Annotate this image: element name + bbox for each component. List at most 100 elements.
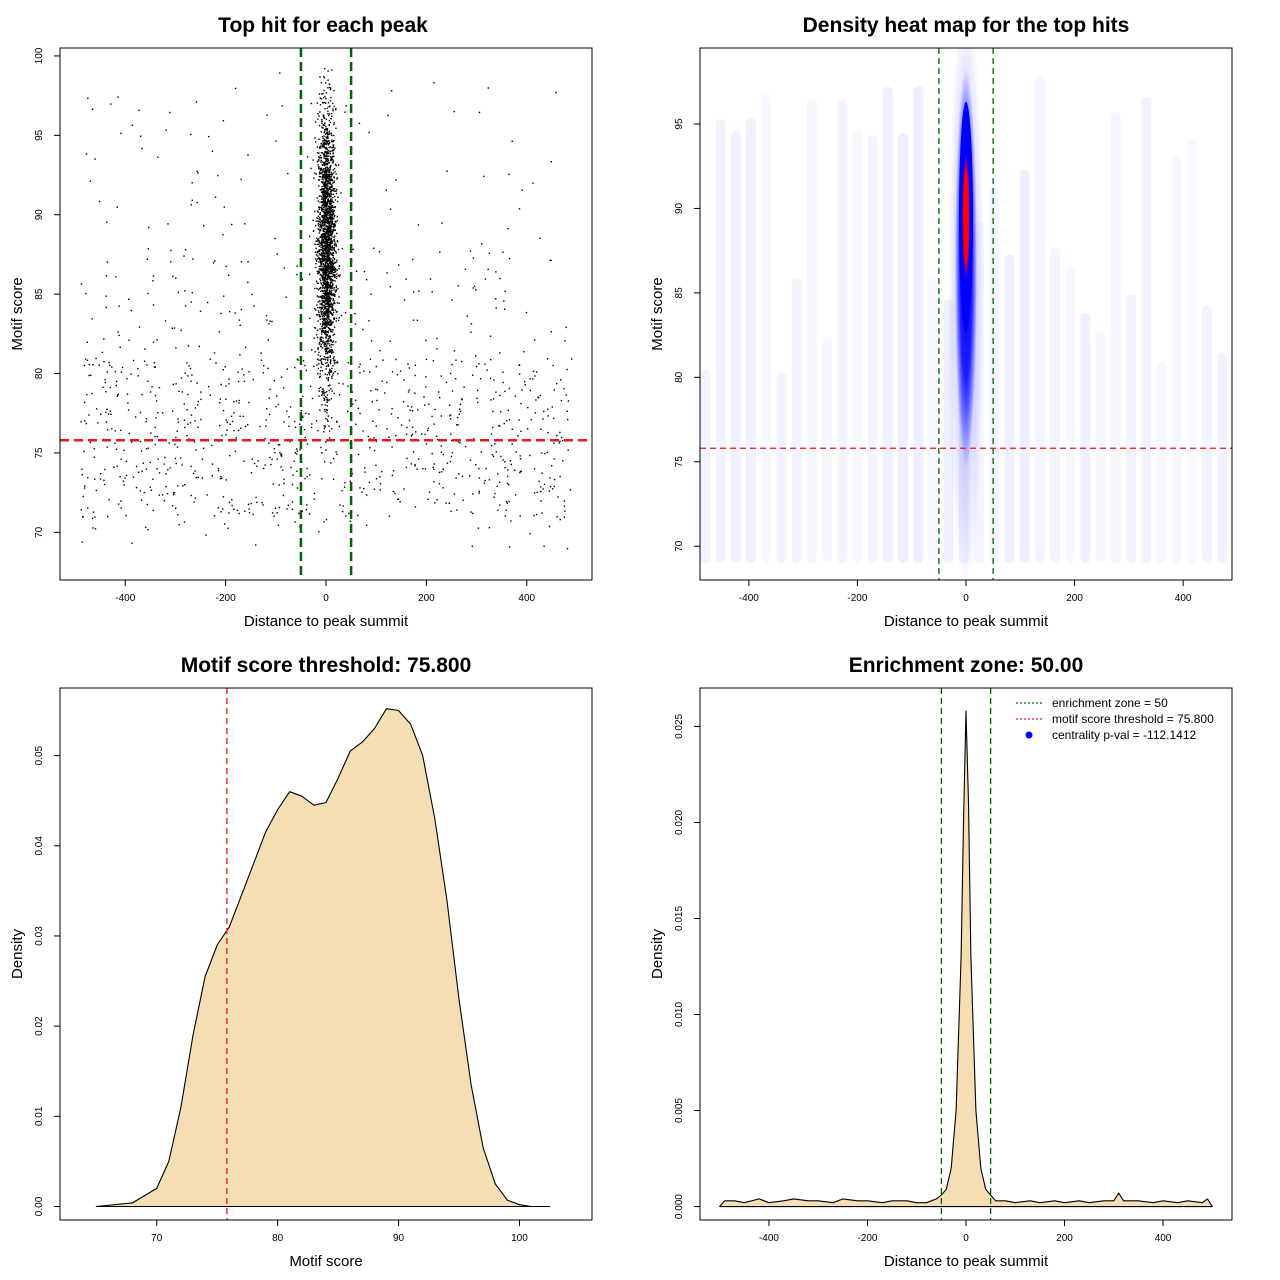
scatter-point [327, 252, 329, 254]
scatter-point [332, 273, 334, 275]
scatter-point [328, 296, 331, 298]
scatter-point [330, 321, 333, 323]
scatter-point [323, 270, 325, 273]
scatter-point [103, 483, 106, 486]
scatter-point [154, 394, 157, 397]
scatter-point [173, 491, 175, 494]
scatter-point [326, 289, 329, 292]
scatter-point [329, 222, 331, 225]
scatter-point [331, 245, 333, 247]
scatter-point [322, 258, 324, 261]
scatter-point [510, 463, 512, 466]
scatter-point [316, 336, 319, 339]
scatter-point [149, 461, 151, 464]
scatter-point [172, 383, 174, 386]
scatter-point [321, 313, 323, 315]
scatter-point [330, 157, 332, 160]
scatter-point [391, 407, 393, 410]
scatter-point [326, 192, 328, 194]
scatter-point [320, 191, 323, 193]
scatter-point [511, 443, 513, 445]
scatter-point [191, 199, 193, 201]
scatter-point [566, 368, 568, 371]
scatter-point [328, 83, 331, 85]
scatter-point [333, 266, 336, 268]
scatter-point [120, 429, 122, 432]
scatter-point [457, 441, 460, 443]
scatter-point [274, 452, 276, 454]
scatter-point [247, 281, 249, 284]
scatter-point [247, 154, 249, 156]
scatter-point [322, 193, 324, 196]
scatter-point [327, 420, 329, 422]
scatter-point [323, 269, 325, 272]
scatter-point [127, 409, 130, 411]
scatter-point [331, 428, 333, 430]
scatter-point [327, 331, 329, 334]
scatter-point [319, 338, 321, 341]
scatter-point [491, 444, 493, 447]
scatter-point [331, 417, 333, 419]
scatter-point [326, 236, 328, 238]
scatter-point [331, 260, 334, 263]
scatter-point [132, 359, 135, 362]
scatter-point [326, 288, 328, 290]
scatter-point [81, 468, 83, 470]
scatter-point [145, 526, 147, 529]
scatter-point [316, 270, 318, 273]
scatter-point [147, 248, 149, 250]
scatter-point [424, 468, 427, 470]
scatter-point [327, 297, 329, 299]
heatmap-streak [1156, 362, 1166, 563]
scatter-point [329, 195, 331, 198]
scatter-point [323, 204, 325, 207]
scatter-point [325, 308, 328, 311]
scatter-point [317, 255, 319, 257]
scatter-point [327, 263, 329, 265]
scatter-point [324, 235, 327, 238]
scatter-point [432, 360, 435, 362]
scatter-point [559, 475, 561, 478]
scatter-point [322, 260, 324, 262]
scatter-point [329, 169, 331, 172]
scatter-point [492, 398, 495, 400]
scatter-point [175, 436, 177, 439]
scatter-point [325, 238, 328, 240]
scatter-point [564, 510, 566, 512]
scatter-point [116, 465, 118, 467]
scatter-point [325, 245, 328, 247]
scatter-point [326, 151, 328, 154]
scatter-point [323, 212, 326, 214]
scatter-point [318, 208, 321, 211]
scatter-point [336, 240, 339, 242]
scatter-point [221, 434, 223, 437]
scatter-point [328, 180, 330, 182]
scatter-point [456, 416, 459, 419]
scatter-point [327, 281, 330, 284]
scatter-point [324, 426, 326, 428]
scatter-point [122, 480, 125, 482]
scatter-point [459, 408, 461, 410]
scatter-point [406, 426, 408, 429]
scatter-point [280, 453, 282, 455]
scatter-points [80, 67, 573, 550]
scatter-point [281, 105, 283, 107]
scatter-point [342, 383, 344, 385]
scatter-point [323, 427, 326, 430]
scatter-point [334, 188, 336, 190]
scatter-point [157, 412, 159, 414]
scatter-point [367, 435, 369, 438]
scatter-point [324, 272, 326, 274]
scatter-point [228, 274, 230, 276]
scatter-point [326, 140, 329, 142]
scatter-point [331, 115, 333, 117]
scatter-point [317, 272, 319, 275]
scatter-point [315, 254, 318, 256]
scatter-point [330, 222, 332, 224]
scatter-point [141, 470, 143, 472]
scatter-point [94, 478, 96, 480]
scatter-point [326, 128, 328, 131]
scatter-point [320, 167, 322, 170]
scatter-point [322, 323, 324, 325]
scatter-point [105, 275, 108, 277]
